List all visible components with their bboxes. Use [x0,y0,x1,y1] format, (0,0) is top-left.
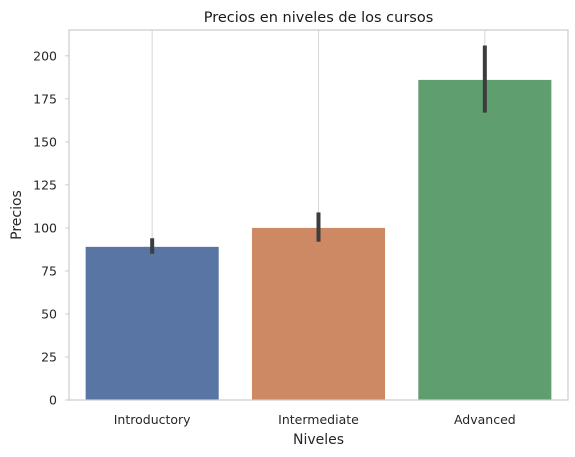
x-axis-ticks: Introductory Intermediate Advanced [114,412,516,427]
bars [85,79,552,400]
y-tick-label-0: 0 [49,393,57,408]
y-tick-label-125: 125 [33,177,57,192]
y-axis-ticks: 0 25 50 75 100 125 150 175 200 [33,48,69,408]
y-tick-label-50: 50 [41,306,57,321]
bar-intermediate [251,227,386,400]
chart-title: Precios en niveles de los cursos [204,10,434,26]
bar-advanced [418,79,552,400]
x-axis-label: Niveles [293,432,344,448]
plot-frame [68,29,569,401]
y-tick-label-75: 75 [41,263,57,278]
y-tick-label-150: 150 [33,134,57,149]
y-tick-label-100: 100 [33,220,57,235]
y-tick-label-25: 25 [41,349,57,364]
x-tick-label-introductory: Introductory [114,412,191,427]
x-tick-label-advanced: Advanced [454,412,516,427]
y-tick-label-175: 175 [33,91,57,106]
x-tick-label-intermediate: Intermediate [278,412,359,427]
y-tick-label-200: 200 [33,48,57,63]
bar-introductory [85,246,219,400]
error-bars [150,45,487,254]
y-axis-label: Precios [9,190,25,240]
